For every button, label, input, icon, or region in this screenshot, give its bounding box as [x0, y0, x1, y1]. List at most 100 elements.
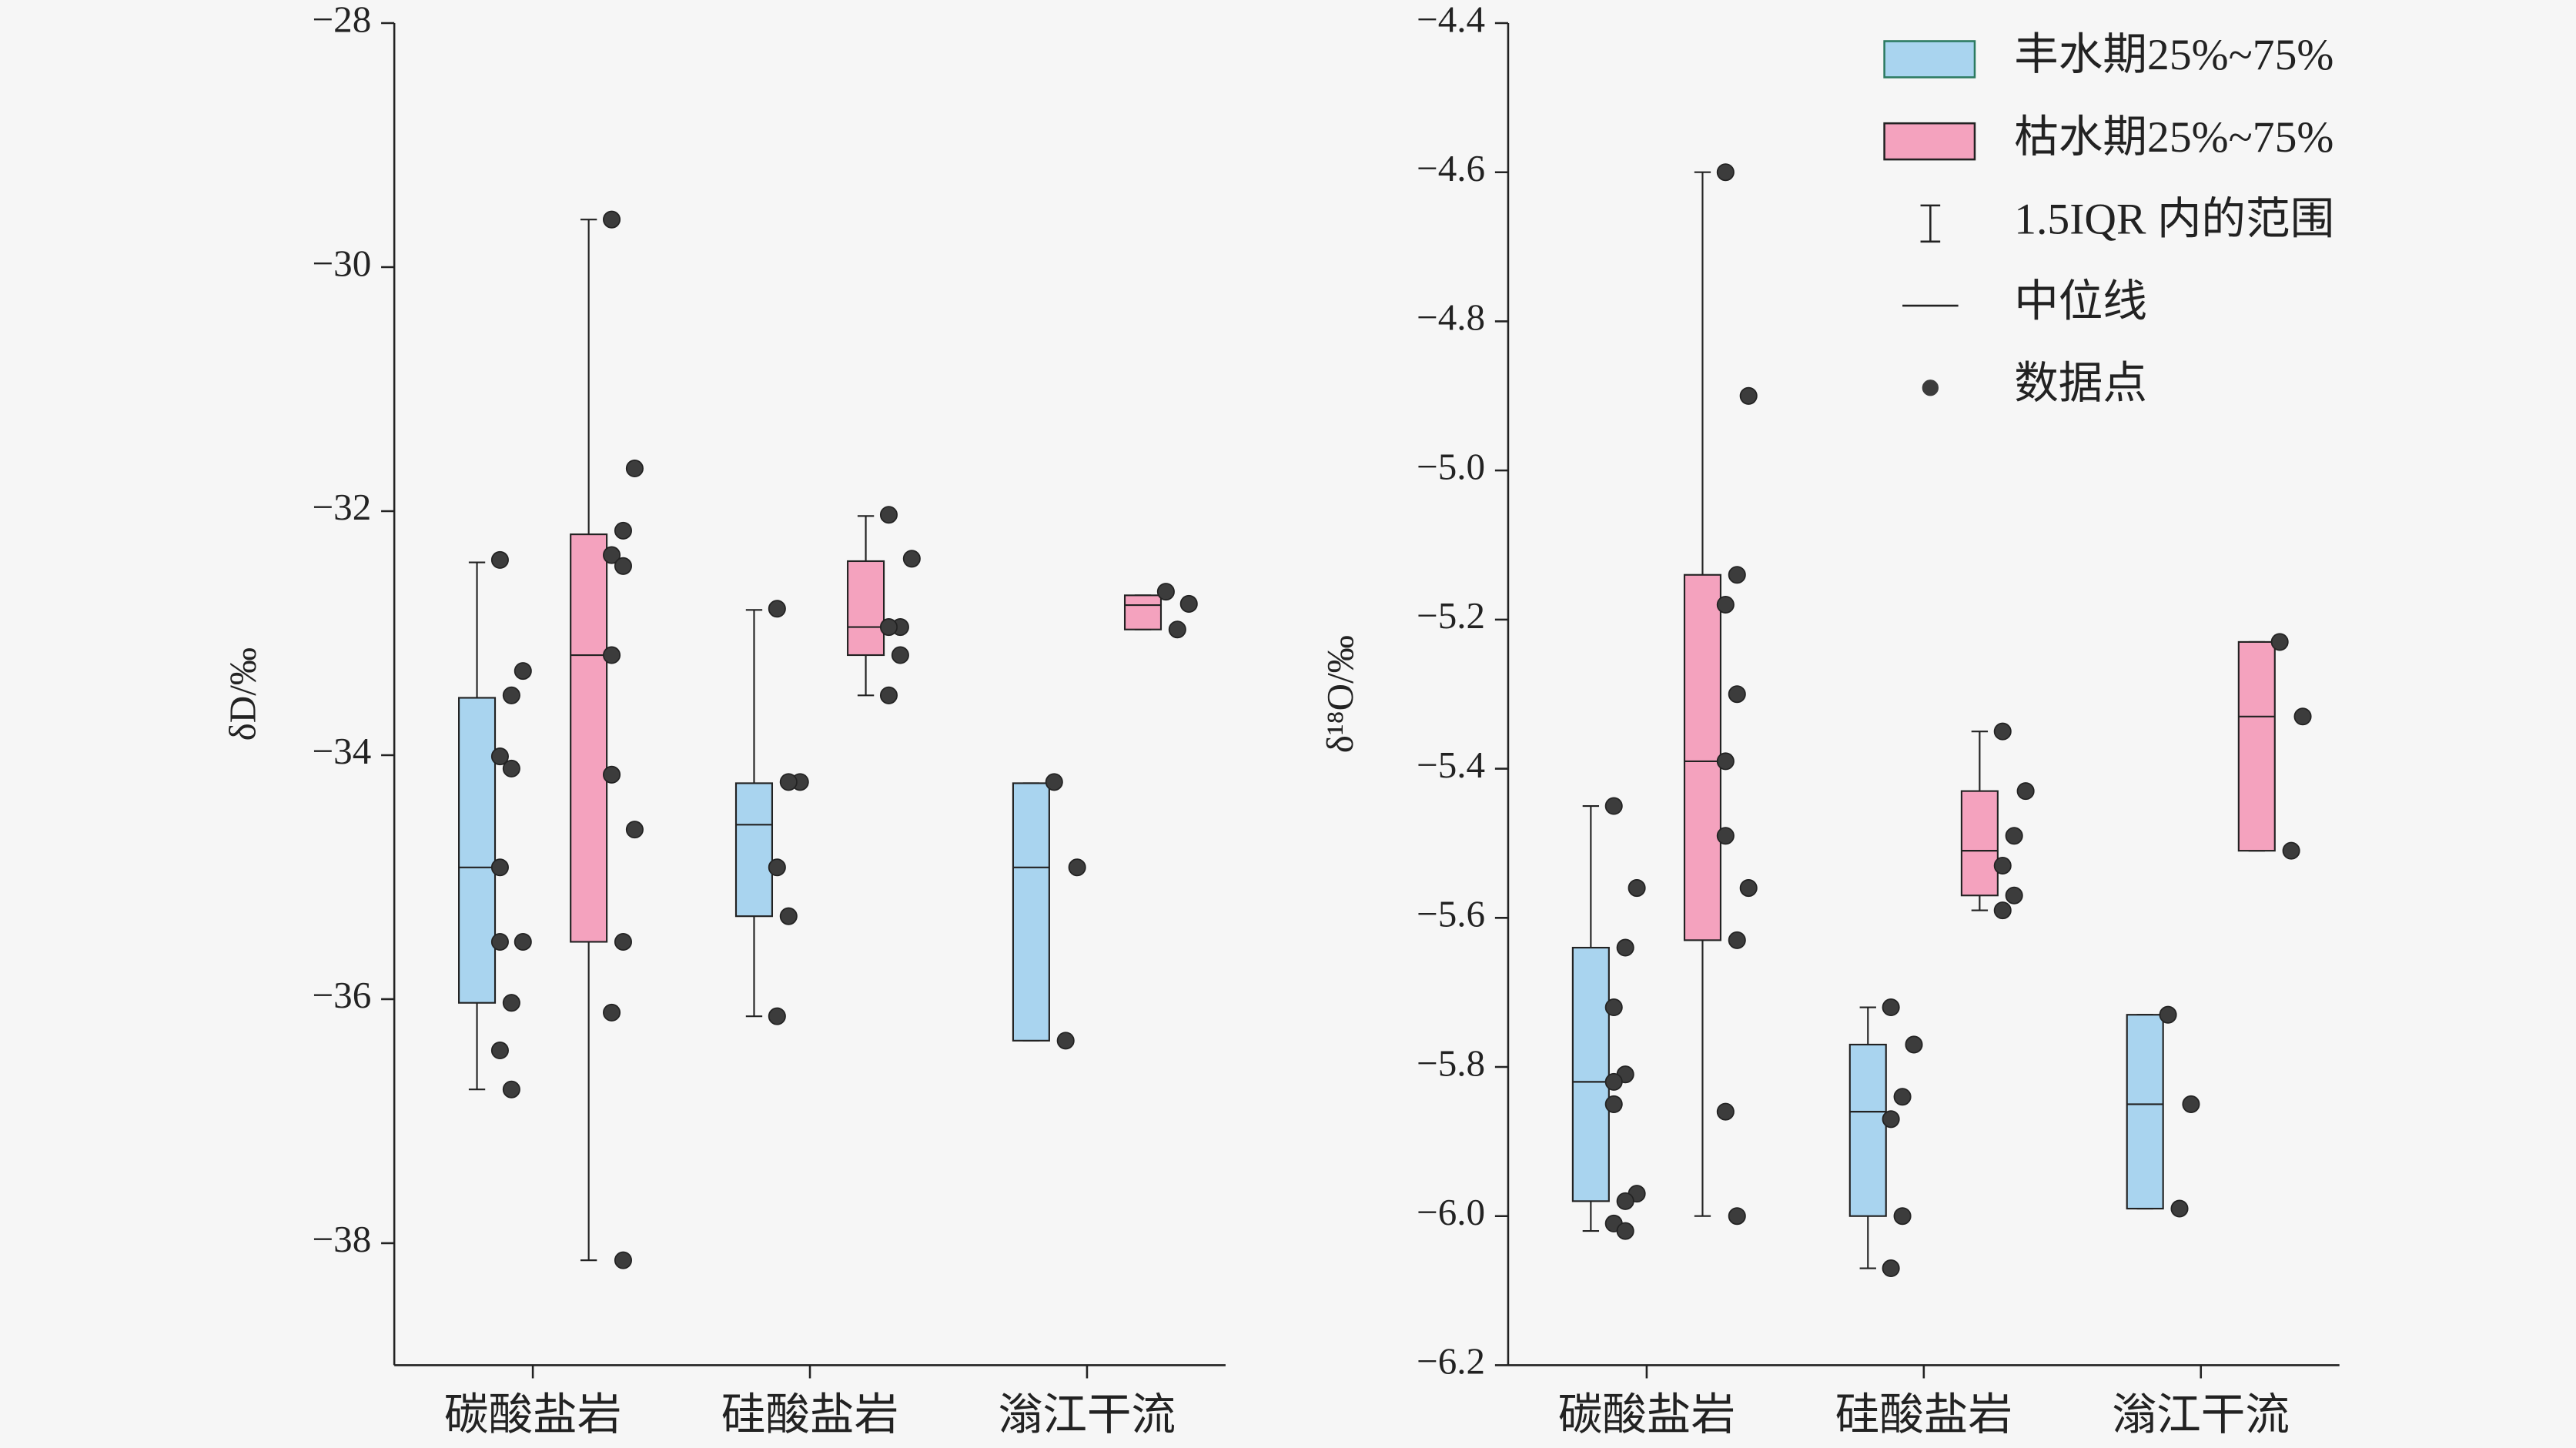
legend-label: 丰水期25%~75%	[2014, 31, 2333, 79]
data-point	[1716, 827, 1735, 845]
data-point	[1728, 931, 1746, 949]
data-point	[1893, 1088, 1912, 1106]
data-point	[768, 858, 786, 877]
data-point	[1716, 752, 1735, 771]
data-point	[1893, 1207, 1912, 1226]
y-tick-label: −5.4	[1417, 744, 1485, 786]
data-point	[2170, 1199, 2189, 1218]
data-point	[1882, 998, 1900, 1017]
box	[1571, 946, 1610, 1202]
box	[734, 782, 774, 918]
data-point	[1604, 797, 1623, 815]
data-point	[2159, 1005, 2177, 1024]
data-point	[779, 907, 798, 925]
data-point	[603, 646, 621, 664]
data-point	[490, 550, 509, 569]
legend-label: 1.5IQR 内的范围	[2014, 196, 2334, 244]
data-point	[1716, 1102, 1735, 1121]
data-point	[2282, 841, 2300, 860]
data-point	[625, 459, 644, 478]
data-point	[1882, 1259, 1900, 1278]
data-point	[1056, 1032, 1075, 1050]
data-point	[768, 600, 786, 618]
data-point	[1604, 1072, 1623, 1091]
y-tick-label: −5.8	[1417, 1042, 1485, 1084]
x-tick-label: 滃江干流	[999, 1391, 1176, 1440]
data-point	[1616, 1192, 1634, 1210]
x-tick-label: 硅酸盐岩	[1835, 1391, 2012, 1440]
data-point	[2182, 1095, 2200, 1113]
data-point	[502, 686, 520, 704]
data-point	[1179, 594, 1198, 613]
data-point	[1993, 722, 2012, 741]
x-tick-label: 硅酸盐岩	[721, 1391, 898, 1440]
box	[847, 560, 885, 657]
y-tick-label: −32	[313, 486, 372, 528]
data-point	[2293, 707, 2312, 726]
y-axis-label: δ¹⁸O/‰	[1319, 635, 1361, 753]
box	[1683, 574, 1722, 941]
y-tick-label: −4.8	[1417, 296, 1485, 339]
y-axis-label: δD/‰	[221, 647, 263, 741]
data-point	[779, 773, 798, 791]
data-point	[2005, 827, 2023, 845]
data-point	[2270, 633, 2289, 651]
legend-swatch	[1883, 122, 1976, 161]
y-tick-label: −28	[313, 0, 372, 40]
y-tick-label: −34	[313, 730, 372, 772]
data-point	[514, 932, 532, 951]
data-point	[490, 1041, 509, 1060]
box	[2237, 640, 2276, 852]
box	[1960, 790, 1999, 897]
data-point	[879, 506, 898, 524]
data-point	[1739, 386, 1758, 405]
data-point	[603, 1003, 621, 1022]
data-point	[879, 618, 898, 637]
y-tick-label: −6.2	[1417, 1340, 1485, 1383]
data-point	[2016, 782, 2035, 801]
data-point	[1604, 1095, 1623, 1113]
data-point	[1728, 1207, 1746, 1226]
data-point	[502, 1080, 520, 1099]
box	[1012, 782, 1050, 1042]
data-point	[891, 646, 909, 664]
data-point	[768, 1007, 786, 1025]
data-point	[490, 932, 509, 951]
data-point	[902, 550, 921, 568]
box	[1123, 594, 1163, 630]
y-tick-label: −5.0	[1417, 445, 1485, 487]
data-point	[1616, 938, 1634, 957]
legend-label: 中位线	[2014, 277, 2147, 326]
data-point	[490, 747, 509, 766]
data-point	[879, 686, 898, 704]
data-point	[603, 210, 621, 229]
data-point	[1168, 620, 1186, 639]
data-point	[1739, 879, 1758, 898]
data-point	[1728, 685, 1746, 704]
y-tick-label: −6.0	[1417, 1191, 1485, 1233]
y-tick-label: −36	[313, 974, 372, 1016]
data-point	[1068, 858, 1086, 877]
y-tick-label: −38	[313, 1218, 372, 1260]
data-point	[614, 557, 632, 575]
box	[1848, 1043, 1887, 1217]
x-tick-label: 滃江干流	[2113, 1391, 2290, 1440]
data-point	[1716, 163, 1735, 182]
legend-icon	[1922, 380, 1939, 396]
data-point	[1716, 595, 1735, 614]
data-point	[2005, 886, 2023, 905]
data-point	[1045, 773, 1063, 791]
box	[570, 533, 608, 943]
data-point	[603, 765, 621, 784]
data-point	[625, 821, 644, 839]
data-point	[614, 1251, 632, 1269]
y-tick-label: −30	[313, 242, 372, 284]
y-tick-label: −4.6	[1417, 147, 1485, 189]
legend-label: 枯水期25%~75%	[2014, 113, 2333, 162]
y-tick-label: −4.4	[1417, 0, 1485, 40]
data-point	[1728, 566, 1746, 584]
y-tick-label: −5.6	[1417, 893, 1485, 935]
data-point	[502, 759, 520, 778]
y-tick-label: −5.2	[1417, 594, 1485, 637]
